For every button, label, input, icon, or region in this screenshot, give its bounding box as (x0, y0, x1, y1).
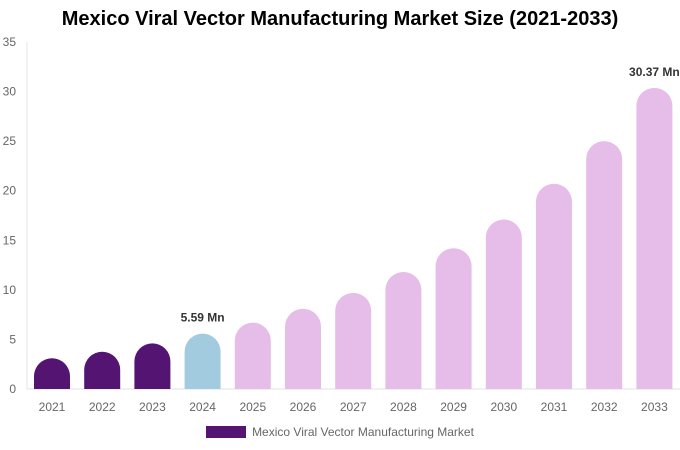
x-tick-label: 2021 (39, 400, 66, 414)
x-tick-label: 2024 (189, 400, 216, 414)
bar-2024 (184, 333, 221, 389)
y-tick-label: 35 (3, 35, 17, 49)
x-tick-label: 2030 (490, 400, 517, 414)
y-tick-label: 5 (9, 332, 16, 346)
bar-2023 (134, 343, 171, 389)
x-tick-label: 2033 (641, 400, 668, 414)
x-tick-label: 2032 (591, 400, 618, 414)
legend-swatch (206, 426, 247, 438)
bar-2032 (586, 141, 623, 389)
x-tick-label: 2027 (340, 400, 367, 414)
legend-label: Mexico Viral Vector Manufacturing Market (252, 425, 474, 439)
bar-2031 (536, 183, 572, 389)
data-label: 5.59 Mn (181, 311, 225, 325)
y-tick-label: 30 (3, 85, 17, 99)
x-tick-label: 2025 (239, 400, 266, 414)
x-tick-label: 2031 (541, 400, 568, 414)
bar-2022 (84, 351, 121, 389)
bar-2026 (285, 308, 321, 389)
x-tick-label: 2029 (440, 400, 467, 414)
y-tick-label: 15 (3, 233, 17, 247)
chart-title: Mexico Viral Vector Manufacturing Market… (61, 8, 619, 30)
x-tick-label: 2026 (290, 400, 317, 414)
y-tick-label: 10 (3, 283, 17, 297)
bar-2033 (636, 87, 673, 390)
bar-2027 (335, 292, 372, 389)
y-tick-label: 0 (9, 382, 16, 396)
y-tick-label: 20 (3, 184, 17, 198)
bar-2028 (385, 272, 422, 389)
data-label: 30.37 Mn (629, 65, 680, 79)
bar-2025 (234, 322, 271, 389)
legend: Mexico Viral Vector Manufacturing Market (0, 425, 680, 439)
y-tick-label: 25 (3, 134, 17, 148)
bar-2021 (34, 358, 70, 389)
bar-2030 (485, 219, 522, 389)
x-tick-label: 2022 (89, 400, 116, 414)
x-tick-label: 2023 (139, 400, 166, 414)
x-tick-label: 2028 (390, 400, 417, 414)
bar-2029 (435, 248, 472, 389)
